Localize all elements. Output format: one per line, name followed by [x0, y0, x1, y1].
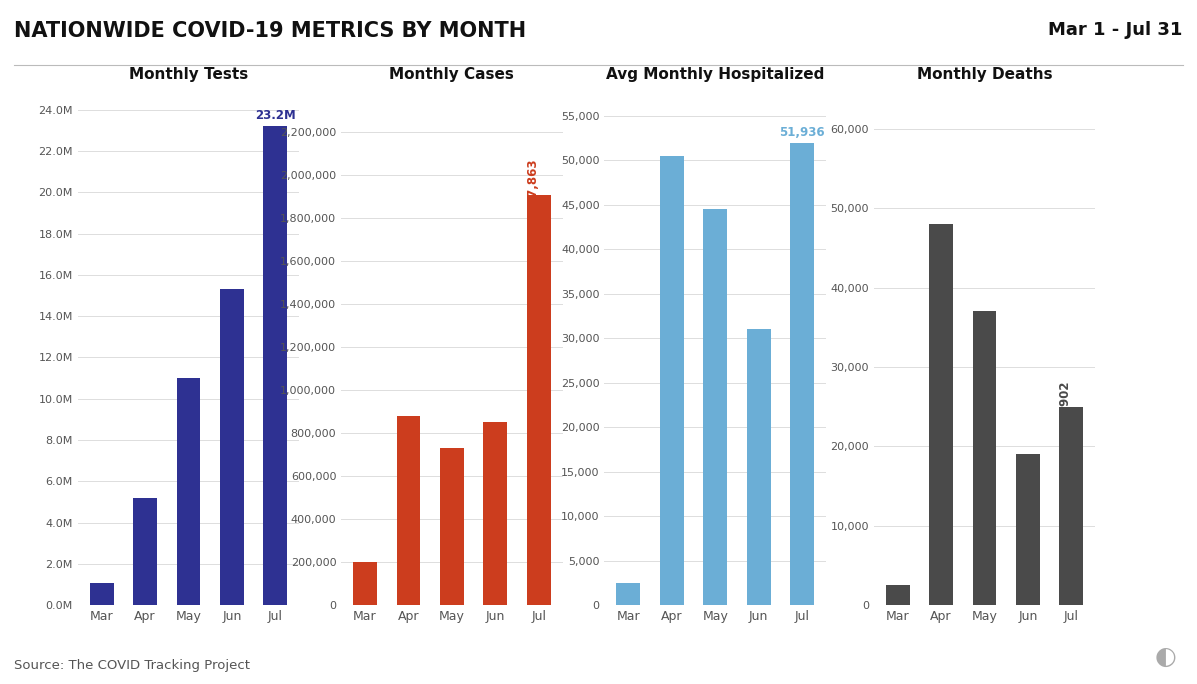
Text: Source: The COVID Tracking Project: Source: The COVID Tracking Project — [14, 659, 250, 672]
Title: Monthly Deaths: Monthly Deaths — [917, 67, 1052, 82]
Bar — [263, 126, 287, 605]
Bar — [929, 224, 953, 605]
Title: Avg Monthly Hospitalized: Avg Monthly Hospitalized — [606, 67, 825, 82]
Bar — [440, 448, 463, 605]
Text: 51,936: 51,936 — [779, 126, 825, 139]
Text: 23.2M: 23.2M — [255, 109, 296, 122]
Text: Mar 1 - Jul 31: Mar 1 - Jul 31 — [1049, 21, 1183, 38]
Text: 1,907,863: 1,907,863 — [525, 157, 539, 224]
Title: Monthly Cases: Monthly Cases — [389, 67, 515, 82]
Bar — [90, 583, 114, 605]
Bar — [747, 329, 771, 605]
Text: ◐: ◐ — [1155, 645, 1177, 669]
Bar — [177, 378, 200, 605]
Bar — [704, 209, 727, 605]
Bar — [527, 195, 551, 605]
Text: 24,902: 24,902 — [1058, 380, 1071, 426]
Title: Monthly Tests: Monthly Tests — [129, 67, 248, 82]
Bar — [133, 498, 157, 605]
Bar — [660, 156, 683, 605]
Bar — [790, 143, 814, 605]
Text: NATIONWIDE COVID-19 METRICS BY MONTH: NATIONWIDE COVID-19 METRICS BY MONTH — [14, 21, 527, 40]
Bar — [1016, 454, 1040, 605]
Bar — [484, 423, 508, 605]
Bar — [1059, 408, 1083, 605]
Bar — [886, 586, 910, 605]
Bar — [396, 416, 420, 605]
Bar — [353, 562, 377, 605]
Bar — [973, 311, 996, 605]
Bar — [616, 583, 640, 605]
Bar — [220, 289, 244, 605]
